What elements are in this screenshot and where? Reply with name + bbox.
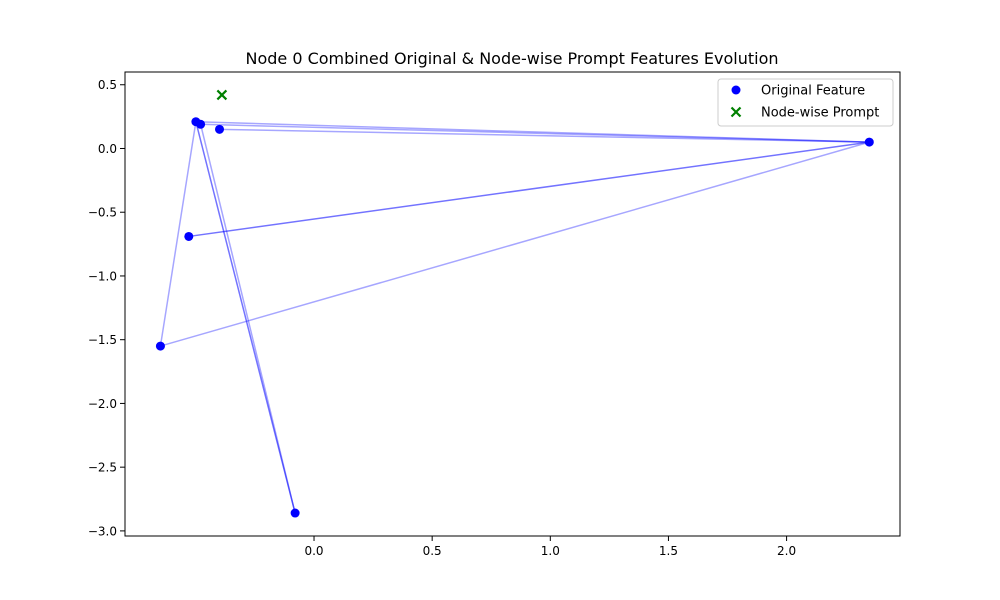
feature-point-5	[155, 341, 165, 351]
y-tick-label-4: −1.5	[88, 333, 117, 347]
chart-title: Node 0 Combined Original & Node-wise Pro…	[245, 49, 778, 68]
prompt-point-0	[216, 89, 228, 101]
feature-point-3	[864, 137, 874, 147]
data-points	[155, 89, 874, 518]
feature-point-4	[184, 231, 194, 241]
legend: Original Feature Node-wise Prompt	[717, 78, 894, 127]
x-axis-ticks: 0.0 0.5 1.0 1.5 2.0	[304, 536, 796, 558]
connection-line-3	[188, 141, 870, 238]
connection-line-6	[195, 121, 296, 514]
y-tick-label-6: −2.5	[88, 461, 117, 475]
legend-marker-1	[730, 106, 742, 118]
connection-lines	[159, 120, 870, 514]
y-tick-label-2: −0.5	[88, 206, 117, 220]
y-tick-label-1: 0.0	[98, 142, 117, 156]
connection-line-4	[160, 141, 870, 347]
legend-label-1: Node-wise Prompt	[761, 106, 879, 121]
connection-line-0	[195, 120, 870, 143]
legend-marker-0	[731, 85, 741, 95]
x-tick-label-2: 1.0	[541, 544, 560, 558]
feature-point-2	[215, 124, 225, 134]
connection-line-7	[199, 124, 296, 514]
legend-label-0: Original Feature	[761, 84, 865, 99]
prompt-point-0-stroke-b	[216, 89, 228, 101]
y-tick-label-3: −1.0	[88, 269, 117, 283]
legend-marker-1-stroke-b	[730, 106, 742, 118]
x-tick-label-4: 2.0	[777, 544, 796, 558]
y-tick-label-7: −3.0	[88, 524, 117, 538]
feature-point-1	[196, 119, 206, 129]
y-tick-label-5: −2.0	[88, 397, 117, 411]
connection-line-2	[219, 128, 870, 143]
legend-items: Original Feature Node-wise Prompt	[730, 84, 879, 121]
y-tick-label-0: 0.5	[98, 78, 117, 92]
y-axis-ticks: 0.5 0.0 −0.5 −1.0 −1.5 −2.0 −2.5 −3.0	[88, 78, 125, 538]
x-tick-label-1: 0.5	[423, 544, 442, 558]
x-tick-label-0: 0.0	[304, 544, 323, 558]
x-tick-label-3: 1.5	[659, 544, 678, 558]
feature-point-6	[290, 508, 300, 518]
connection-line-1	[200, 123, 870, 143]
connection-line-5	[159, 121, 197, 347]
plot-area-frame	[124, 71, 901, 537]
legend-frame	[717, 78, 894, 127]
